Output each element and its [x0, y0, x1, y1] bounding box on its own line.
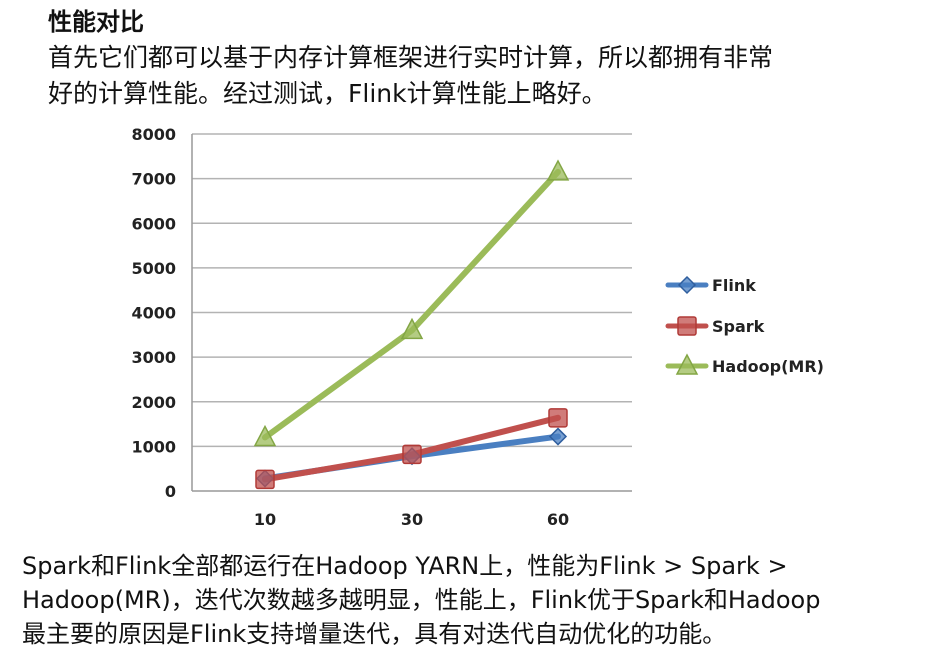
y-tick-label: 1000 — [131, 437, 176, 456]
y-tick-label: 8000 — [131, 125, 176, 144]
y-tick-label: 7000 — [131, 170, 176, 189]
conclusion-line: Hadoop(MR)，迭代次数越多越明显，性能上，Flink优于Spark和Ha… — [22, 586, 821, 614]
series-line-hadoopmr — [262, 168, 561, 441]
intro-line: 好的计算性能。经过测试，Flink计算性能上略好。 — [48, 79, 607, 108]
legend-label: Flink — [712, 276, 756, 295]
y-tick-label: 0 — [165, 482, 176, 501]
y-tick-label: 2000 — [131, 393, 176, 412]
x-tick-label: 10 — [254, 510, 276, 529]
chart-series — [253, 159, 570, 490]
legend-label: Spark — [712, 317, 765, 336]
y-tick-label: 5000 — [131, 259, 176, 278]
intro-line: 首先它们都可以基于内存计算框架进行实时计算，所以都拥有非常 — [48, 43, 774, 72]
y-tick-label: 3000 — [131, 348, 176, 367]
data-point-hadoopmr — [400, 317, 424, 340]
chart-gridlines — [192, 133, 632, 448]
chart-axes: 0 1000 2000 3000 4000 5000 6000 7000 8000 10 30 60 — [131, 125, 632, 529]
y-tick-label: 4000 — [131, 304, 176, 323]
conclusion-paragraph: Spark和Flink全部都运行在Hadoop YARN上，性能为Flink >… — [22, 549, 927, 651]
conclusion-line: 最主要的原因是Flink支持增量迭代，具有对迭代自动优化的功能。 — [22, 620, 727, 648]
data-point-spark — [548, 408, 568, 428]
x-tick-label: 60 — [547, 510, 569, 529]
x-tick-label: 30 — [401, 510, 423, 529]
intro-paragraph: 首先它们都可以基于内存计算框架进行实时计算，所以都拥有非常 好的计算性能。经过测… — [48, 40, 908, 112]
legend-marker — [677, 275, 697, 295]
legend-marker — [675, 353, 699, 375]
data-point-spark — [402, 444, 422, 465]
y-tick-label: 6000 — [131, 214, 176, 233]
data-point-hadoopmr — [546, 159, 570, 181]
chart-legend: Flink Spark Hadoop(MR) — [665, 275, 824, 376]
data-point-hadoopmr — [253, 424, 277, 447]
conclusion-line: Spark和Flink全部都运行在Hadoop YARN上，性能为Flink >… — [22, 552, 788, 580]
data-point-flink — [548, 427, 568, 446]
legend-label: Hadoop(MR) — [712, 357, 824, 376]
data-point-spark — [255, 469, 275, 490]
page-title: 性能对比 — [48, 8, 144, 36]
legend-marker — [677, 316, 697, 336]
